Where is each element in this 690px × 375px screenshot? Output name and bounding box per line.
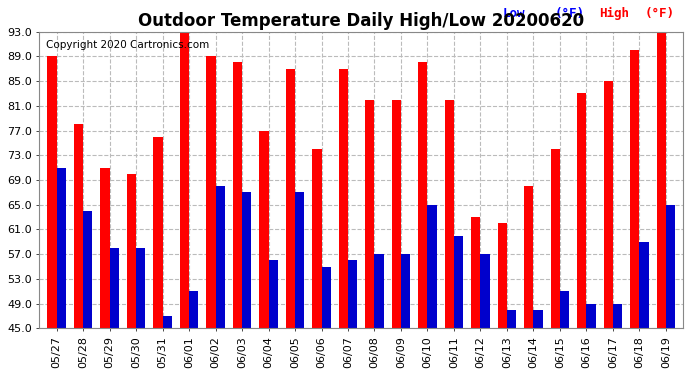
Bar <box>577 93 586 328</box>
Bar <box>630 50 640 328</box>
Bar <box>524 186 533 328</box>
Text: Low: Low <box>503 7 525 20</box>
Bar <box>480 254 490 328</box>
Bar <box>640 242 649 328</box>
Bar <box>365 100 375 328</box>
Bar <box>339 69 348 328</box>
Bar <box>657 32 666 328</box>
Bar <box>268 260 278 328</box>
Bar <box>48 56 57 328</box>
Bar <box>295 192 304 328</box>
Bar <box>604 81 613 328</box>
Bar <box>153 137 163 328</box>
Bar <box>100 168 110 328</box>
Bar <box>666 205 675 328</box>
Bar <box>313 149 322 328</box>
Bar <box>471 217 480 328</box>
Bar <box>110 248 119 328</box>
Bar <box>242 192 251 328</box>
Bar <box>189 291 198 328</box>
Bar <box>560 291 569 328</box>
Bar <box>259 130 268 328</box>
Bar <box>348 260 357 328</box>
Bar <box>418 63 428 328</box>
Text: (°F): (°F) <box>554 7 584 20</box>
Bar <box>322 267 331 328</box>
Bar <box>127 174 136 328</box>
Bar <box>586 304 595 328</box>
Bar <box>163 316 172 328</box>
Bar <box>551 149 560 328</box>
Bar <box>206 56 215 328</box>
Bar <box>375 254 384 328</box>
Bar <box>83 211 92 328</box>
Bar <box>401 254 411 328</box>
Bar <box>286 69 295 328</box>
Bar <box>444 100 454 328</box>
Text: (°F): (°F) <box>644 7 674 20</box>
Bar <box>533 310 542 328</box>
Bar <box>613 304 622 328</box>
Bar <box>392 100 401 328</box>
Bar <box>74 124 83 328</box>
Bar <box>497 223 507 328</box>
Bar <box>57 168 66 328</box>
Text: Copyright 2020 Cartronics.com: Copyright 2020 Cartronics.com <box>46 40 209 51</box>
Text: High: High <box>600 7 629 20</box>
Bar <box>136 248 146 328</box>
Bar <box>507 310 516 328</box>
Bar <box>180 32 189 328</box>
Bar <box>428 205 437 328</box>
Bar <box>215 186 225 328</box>
Title: Outdoor Temperature Daily High/Low 20200620: Outdoor Temperature Daily High/Low 20200… <box>138 12 584 30</box>
Bar <box>233 63 242 328</box>
Bar <box>454 236 463 328</box>
